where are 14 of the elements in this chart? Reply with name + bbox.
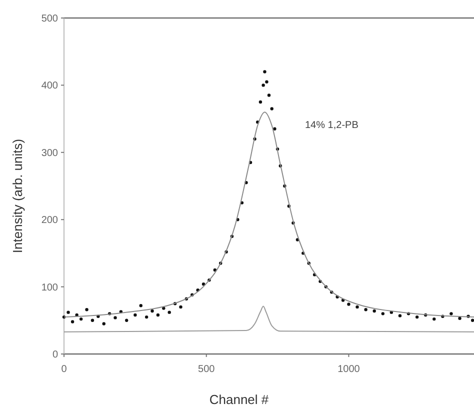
y-tick-label: 300: [41, 148, 58, 159]
line-series: [64, 112, 474, 318]
x-tick-label: 0: [61, 364, 68, 375]
y-tick-label: 400: [41, 80, 58, 92]
y-axis-title: Intensity (arb. units): [10, 138, 25, 254]
x-tick-label: 500: [198, 364, 216, 375]
y-tick-label: 100: [41, 282, 58, 294]
line-series: [64, 306, 474, 332]
y-tick-label: 200: [41, 215, 58, 226]
y-tick-label: 500: [41, 14, 58, 24]
x-axis-title: Channel #: [209, 392, 270, 407]
x-tick-label: 1000: [338, 364, 360, 375]
annotation: 14% 1,2-PB: [305, 120, 359, 131]
y-tick-label: 0: [52, 350, 58, 360]
